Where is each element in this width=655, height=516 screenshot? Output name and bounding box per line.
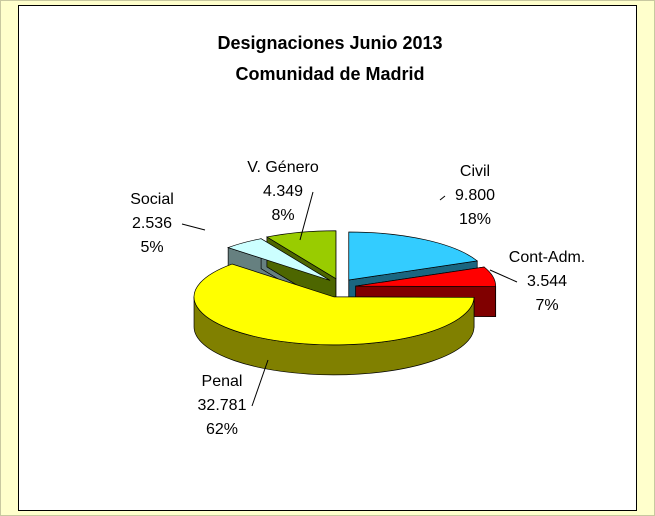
value-label: 32.781 xyxy=(198,397,247,414)
percent-label: 18% xyxy=(459,211,491,228)
percent-label: 7% xyxy=(535,297,558,314)
chart-title: Designaciones Junio 2013 xyxy=(217,33,442,53)
percent-label: 8% xyxy=(271,207,294,224)
slice xyxy=(348,231,479,281)
percent-label: 5% xyxy=(140,239,163,256)
slice-label: Cont-Adm. xyxy=(509,249,585,266)
leader-line xyxy=(251,359,269,407)
value-label: 9.800 xyxy=(455,187,495,204)
slice xyxy=(227,238,331,281)
value-label: 4.349 xyxy=(263,183,303,200)
slice xyxy=(265,230,337,280)
value-label: 2.536 xyxy=(132,215,172,232)
slice xyxy=(355,266,497,287)
leader-line xyxy=(489,269,518,283)
slice-label: V. Género xyxy=(247,159,319,176)
leader-line xyxy=(439,195,446,201)
chart-subtitle: Comunidad de Madrid xyxy=(236,64,425,84)
slice-label: Penal xyxy=(202,373,243,390)
value-label: 3.544 xyxy=(527,273,567,290)
leader-line xyxy=(299,191,314,241)
slice-label: Social xyxy=(130,191,174,208)
leader-line xyxy=(181,223,206,231)
slice xyxy=(193,263,475,346)
slice-label: Civil xyxy=(460,163,490,180)
percent-label: 62% xyxy=(206,421,238,438)
